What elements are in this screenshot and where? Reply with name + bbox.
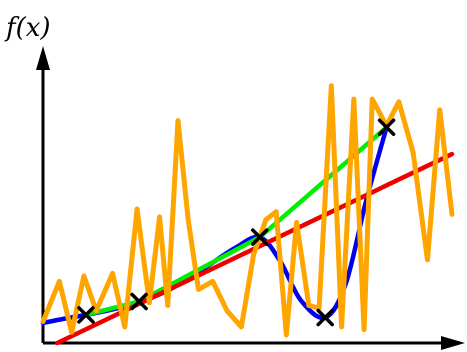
sample-points xyxy=(77,118,396,327)
y-axis-arrowhead xyxy=(36,46,50,70)
sample-point-stroke xyxy=(251,228,269,246)
sample-point-stroke xyxy=(130,292,148,311)
series-line-2 xyxy=(83,125,389,318)
sample-point-stroke xyxy=(316,308,334,327)
sample-point-1 xyxy=(77,306,95,324)
sample-point-4 xyxy=(316,308,334,327)
y-axis-label: f(x) xyxy=(4,13,51,43)
axes xyxy=(36,46,465,350)
sample-point-3 xyxy=(251,228,269,246)
sample-point-2 xyxy=(130,292,148,311)
sample-point-stroke xyxy=(377,118,396,137)
series-layer xyxy=(40,83,455,346)
sample-point-stroke xyxy=(77,306,95,324)
sample-point-5 xyxy=(377,118,396,137)
x-axis-arrowhead xyxy=(441,336,465,350)
series-line-4 xyxy=(40,83,455,338)
